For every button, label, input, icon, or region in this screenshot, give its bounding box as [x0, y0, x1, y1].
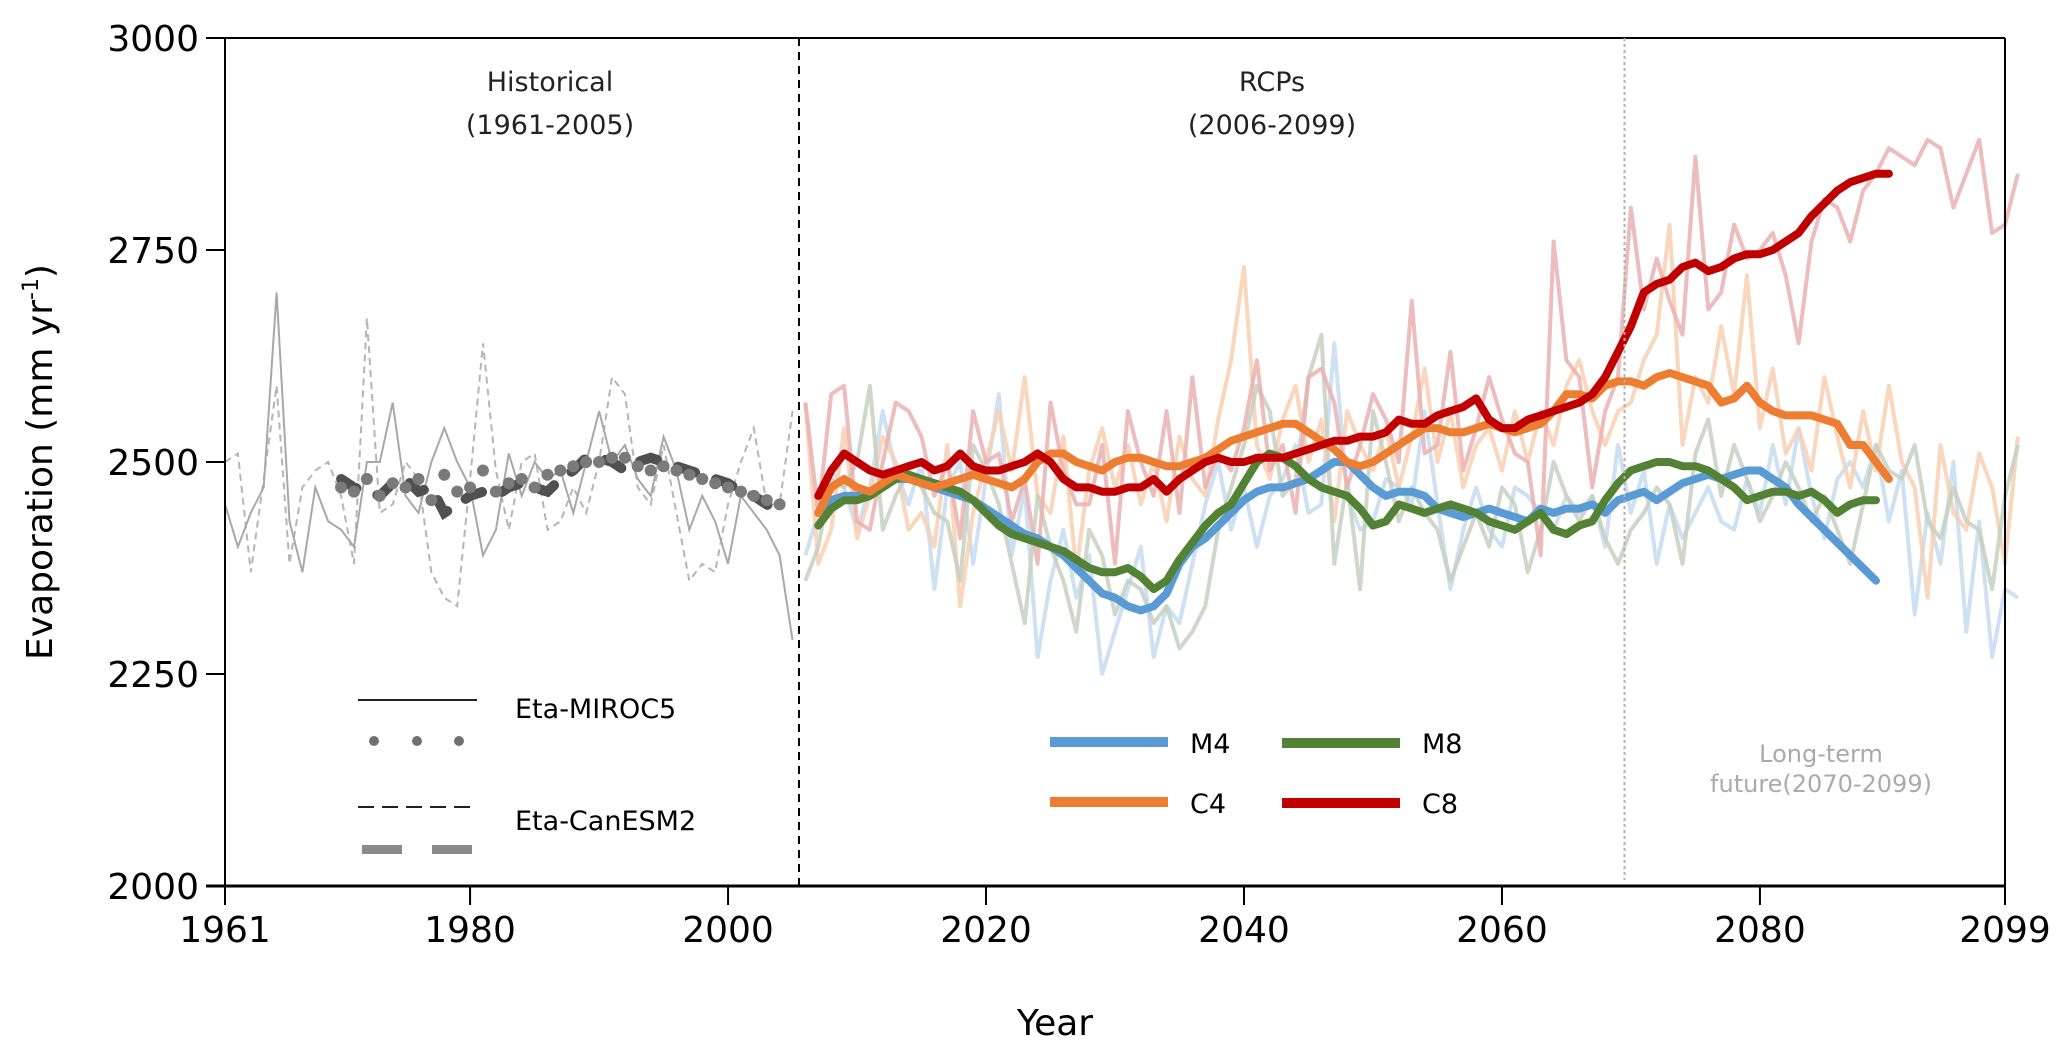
- scenario-legend: M4 M8 C4 C8: [1050, 729, 1462, 820]
- legend-m4-label: M4: [1190, 729, 1230, 760]
- legend-canesm2-smoothed-swatch: [362, 845, 472, 854]
- miroc5-smoothed-point: [399, 481, 412, 494]
- x-tick-label: 2060: [1456, 910, 1548, 951]
- y-axis-title-superscript: -1: [19, 278, 44, 300]
- miroc5-smoothed-point: [593, 456, 606, 468]
- miroc5-smoothed-point: [476, 464, 489, 477]
- y-tick-label: 3000: [107, 19, 199, 60]
- y-tick-label: 2000: [107, 867, 199, 908]
- legend-m8-label: M8: [1422, 729, 1462, 760]
- miroc5-smoothed-point: [644, 464, 657, 477]
- y-ticks: 2000 2250 2500 2750 3000: [107, 19, 225, 908]
- legend-dash: [362, 845, 402, 854]
- legend-dot: [454, 736, 464, 746]
- legend-dash: [432, 845, 472, 854]
- x-tick-label: 2099: [1959, 910, 2051, 951]
- x-tick-label: 2080: [1714, 910, 1806, 951]
- miroc5-smoothed-point: [760, 494, 773, 507]
- miroc5-smoothed-point: [554, 464, 567, 477]
- x-tick-label: 2020: [940, 910, 1032, 951]
- miroc5-smoothed-point: [657, 460, 670, 473]
- series-layer: [224, 137, 2020, 676]
- x-tick-label: 2040: [1198, 910, 1290, 951]
- miroc5-smoothed-point: [451, 485, 464, 498]
- c4-smoothed-line: [814, 369, 1893, 517]
- miroc5-smoothed-point: [386, 477, 399, 490]
- miroc5-smoothed-point: [605, 451, 618, 464]
- legend-dot: [369, 736, 379, 746]
- y-tick-label: 2500: [107, 443, 199, 484]
- legend-miroc5-smoothed-swatch: [369, 736, 464, 746]
- miroc5-smoothed-point: [515, 472, 528, 485]
- long-term-label-line2: future(2070-2099): [1710, 770, 1932, 798]
- m8-smoothed-line: [814, 449, 1880, 594]
- miroc5-smoothed-point: [347, 485, 360, 498]
- miroc5-smoothed-point: [618, 451, 631, 464]
- miroc5-smoothed-point: [373, 489, 386, 502]
- legend-dot: [412, 736, 422, 746]
- legend-c4-label: C4: [1190, 789, 1226, 820]
- historical-title: Historical: [487, 67, 613, 98]
- c8-smoothed-line: [814, 169, 1893, 500]
- axes: [206, 37, 2006, 888]
- long-term-label-line1: Long-term: [1759, 740, 1883, 768]
- c4-annual-line: [803, 222, 2020, 609]
- rcp-range: (2006-2099): [1188, 110, 1356, 141]
- miroc5-smoothed-point: [709, 477, 722, 490]
- miroc5-smoothed-point: [438, 468, 451, 481]
- x-ticks: 1961 1980 2000 2020 2040 2060 2080 2099: [179, 886, 2051, 951]
- miroc5-smoothed-point: [580, 456, 593, 468]
- miroc5-smoothed-point: [489, 485, 502, 498]
- miroc5-smoothed-point: [360, 472, 373, 485]
- y-tick-label: 2750: [107, 231, 199, 272]
- miroc5-smoothed-point: [502, 477, 515, 490]
- miroc5-historical-smoothed-dots: [335, 451, 786, 511]
- miroc5-smoothed-point: [722, 481, 735, 494]
- rcp-title: RCPs: [1239, 67, 1305, 98]
- canesm2-historical-smoothed-line: [336, 452, 785, 521]
- model-legend: Eta-MIROC5 Eta-CanESM2: [358, 694, 696, 854]
- x-axis-title: Year: [1016, 1003, 1093, 1044]
- miroc5-smoothed-point: [541, 468, 554, 481]
- x-tick-label: 1980: [424, 910, 516, 951]
- legend-canesm2-label: Eta-CanESM2: [515, 806, 696, 837]
- miroc5-smoothed-point: [747, 489, 760, 502]
- miroc5-smoothed-point: [425, 494, 438, 507]
- c8-annual-line: [803, 137, 2020, 566]
- legend-c8-label: C8: [1422, 789, 1458, 820]
- y-axis-title-main: Evaporation (mm yr: [20, 300, 61, 660]
- miroc5-smoothed-point: [773, 498, 786, 511]
- miroc5-smoothed-point: [335, 481, 348, 494]
- canesm2-historical-annual-line: [224, 317, 794, 608]
- miroc5-smoothed-point: [683, 468, 696, 481]
- y-axis-title-close: ): [20, 264, 61, 278]
- miroc5-smoothed-point: [528, 481, 541, 494]
- miroc5-historical-annual-line: [224, 292, 794, 641]
- m8-annual-line: [803, 332, 2020, 651]
- miroc5-smoothed-point: [412, 472, 425, 485]
- x-tick-label: 2000: [682, 910, 774, 951]
- miroc5-smoothed-point: [670, 464, 683, 477]
- miroc5-smoothed-point: [631, 460, 644, 473]
- y-tick-label: 2250: [107, 655, 199, 696]
- miroc5-smoothed-point: [696, 472, 709, 485]
- y-axis-title: Evaporation (mm yr-1): [19, 264, 61, 660]
- miroc5-smoothed-point: [567, 460, 580, 473]
- x-tick-label: 1961: [179, 910, 271, 951]
- miroc5-smoothed-point: [734, 485, 747, 498]
- legend-miroc5-label: Eta-MIROC5: [515, 694, 676, 725]
- miroc5-smoothed-point: [464, 481, 477, 494]
- historical-range: (1961-2005): [466, 110, 634, 141]
